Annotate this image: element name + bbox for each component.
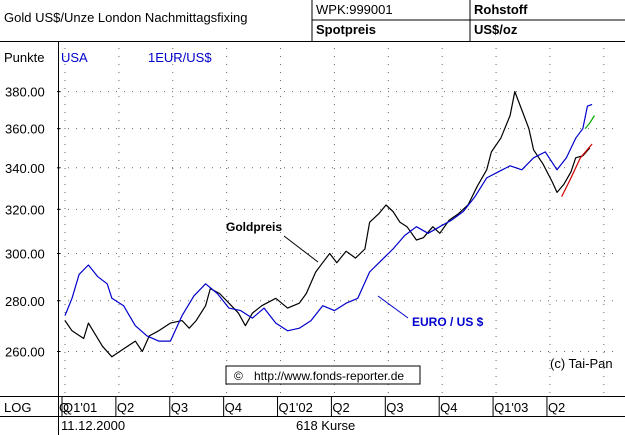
url-box	[225, 365, 421, 385]
quarter-label: Q2	[117, 400, 134, 415]
y-tick-label: 300.00	[5, 247, 45, 262]
x-scale-label: LOG	[4, 400, 31, 415]
series-line-3	[584, 115, 596, 130]
header-divider	[0, 41, 625, 42]
quarter-label: Q4	[225, 400, 242, 415]
y-tick-label: 320.00	[5, 202, 45, 217]
right-axis-series-label: 1EUR/US$	[148, 50, 212, 65]
quarter-label: Q3	[171, 400, 188, 415]
url-symbol: ©	[234, 369, 243, 383]
euro-annotation-pointer	[377, 295, 409, 319]
unit-label: US$/oz	[474, 22, 518, 37]
url-text: http://www.fonds-reporter.de	[254, 369, 404, 383]
start-date-label: 11.12.2000	[61, 418, 125, 433]
quarter-label: Q1'03	[494, 400, 528, 415]
left-axis-series-label: USA	[61, 50, 88, 65]
quarter-label: Q1'02	[279, 400, 313, 415]
quarter-label: Q2	[548, 400, 565, 415]
y-tick-label: 280.00	[5, 294, 45, 309]
footer-divider	[0, 416, 625, 417]
y-tick-label: 380.00	[5, 85, 45, 100]
wpk-label: WPK:999001	[316, 2, 393, 17]
euro-annotation: EURO / US $	[412, 315, 484, 329]
copyright-annotation: (c) Tai-Pan	[550, 356, 613, 371]
category-label: Rohstoff	[474, 2, 528, 17]
bottom-divider	[0, 396, 625, 397]
quarter-label: Q1'01	[63, 400, 97, 415]
left-axis-line	[58, 42, 59, 435]
gold-annotation-pointer	[283, 235, 319, 263]
x-start-q: Q	[59, 400, 69, 415]
y-tick-label: 360.00	[5, 122, 45, 137]
quarter-label: Q3	[386, 400, 403, 415]
chart-title: Gold US$/Unze London Nachmittagsfixing	[4, 10, 248, 25]
quarter-label: Q2	[332, 400, 349, 415]
y-tick-label: 340.00	[5, 161, 45, 176]
y-axis-label: Punkte	[4, 50, 44, 65]
spot-label: Spotpreis	[316, 22, 376, 37]
y-tick-label: 260.00	[5, 345, 45, 360]
series-line-0	[64, 91, 591, 358]
gold-annotation: Goldpreis	[226, 220, 282, 234]
quarter-label: Q4	[440, 400, 457, 415]
series-line-2	[561, 143, 593, 197]
series-line-1	[64, 103, 593, 342]
count-label: 618 Kurse	[296, 418, 355, 433]
